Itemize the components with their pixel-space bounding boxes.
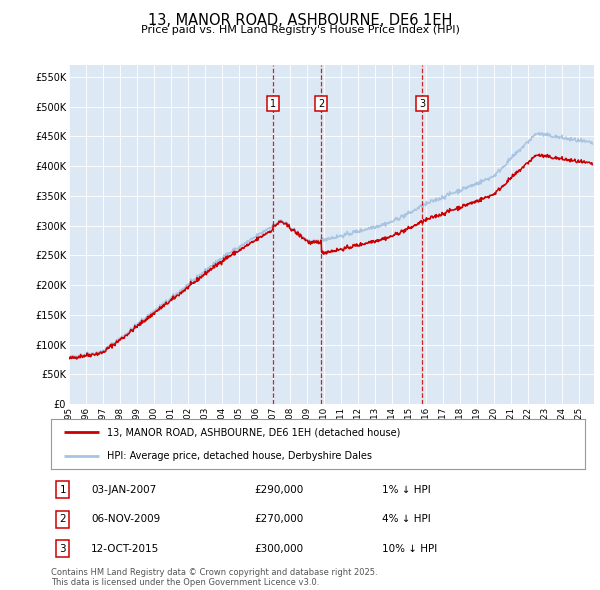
Text: Contains HM Land Registry data © Crown copyright and database right 2025.
This d: Contains HM Land Registry data © Crown c…: [51, 568, 377, 587]
Text: 2: 2: [59, 514, 66, 524]
Text: 3: 3: [59, 544, 66, 553]
Text: 13, MANOR ROAD, ASHBOURNE, DE6 1EH: 13, MANOR ROAD, ASHBOURNE, DE6 1EH: [148, 13, 452, 28]
Text: Price paid vs. HM Land Registry's House Price Index (HPI): Price paid vs. HM Land Registry's House …: [140, 25, 460, 35]
Text: 06-NOV-2009: 06-NOV-2009: [91, 514, 160, 524]
Text: 1% ↓ HPI: 1% ↓ HPI: [382, 485, 431, 494]
Text: £300,000: £300,000: [254, 544, 303, 553]
Text: 03-JAN-2007: 03-JAN-2007: [91, 485, 156, 494]
Text: 3: 3: [419, 99, 425, 109]
Text: 2: 2: [318, 99, 324, 109]
Text: £270,000: £270,000: [254, 514, 303, 524]
Text: 1: 1: [59, 485, 66, 494]
Text: £290,000: £290,000: [254, 485, 303, 494]
Text: HPI: Average price, detached house, Derbyshire Dales: HPI: Average price, detached house, Derb…: [107, 451, 372, 461]
Text: 12-OCT-2015: 12-OCT-2015: [91, 544, 160, 553]
Text: 10% ↓ HPI: 10% ↓ HPI: [382, 544, 437, 553]
Text: 1: 1: [270, 99, 276, 109]
Text: 13, MANOR ROAD, ASHBOURNE, DE6 1EH (detached house): 13, MANOR ROAD, ASHBOURNE, DE6 1EH (deta…: [107, 427, 400, 437]
Text: 4% ↓ HPI: 4% ↓ HPI: [382, 514, 431, 524]
